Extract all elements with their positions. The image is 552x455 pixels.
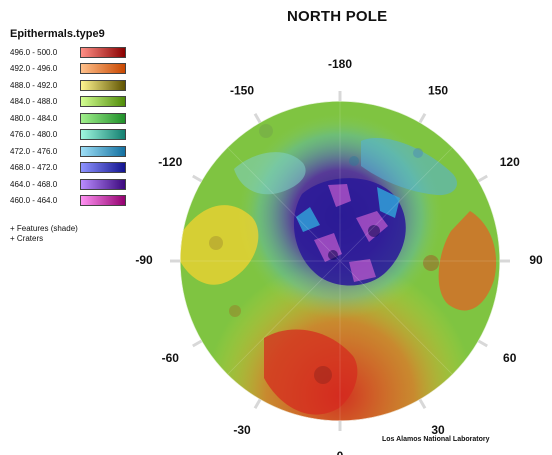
longitude-label: 150 (428, 83, 448, 97)
longitude-tick (192, 174, 203, 183)
legend-list: 496.0 - 500.0 492.0 - 496.0 488.0 - 492.0 4… (10, 44, 170, 209)
longitude-tick (418, 398, 427, 409)
legend-range-label: 496.0 - 500.0 (10, 47, 58, 57)
legend-swatch (80, 46, 126, 58)
legend: Epithermals.type9 496.0 - 500.0 492.0 - 4… (10, 28, 170, 244)
legend-row: 488.0 - 492.0 (10, 77, 170, 94)
legend-row: 472.0 - 476.0 (10, 143, 170, 160)
longitude-label: -180 (328, 57, 352, 71)
legend-notes: + Features (shade) + Craters (10, 224, 170, 244)
legend-swatch (80, 79, 126, 91)
longitude-label: -30 (233, 423, 251, 437)
legend-range-label: 484.0 - 488.0 (10, 97, 58, 107)
legend-swatch (80, 96, 126, 108)
legend-swatch (80, 195, 126, 207)
legend-swatch (80, 145, 126, 157)
legend-range-label: 464.0 - 468.0 (10, 179, 58, 189)
longitude-ticks (170, 91, 510, 431)
longitude-label: -60 (162, 351, 180, 365)
legend-range-label: 480.0 - 484.0 (10, 113, 58, 123)
longitude-tick (477, 339, 488, 348)
legend-note-features: + Features (shade) (10, 224, 78, 233)
longitude-label: 90 (529, 253, 543, 267)
legend-row: 492.0 - 496.0 (10, 61, 170, 78)
legend-range-label: 476.0 - 480.0 (10, 130, 58, 140)
legend-swatch (80, 162, 126, 174)
longitude-tick (253, 398, 262, 409)
north-pole-map: -180 150 120 90 60 30 0 -30 -60 -90 -120 -150 (135, 57, 543, 455)
legend-note-craters: + Craters (10, 234, 44, 243)
longitude-tick (418, 113, 427, 124)
longitude-label: 60 (503, 351, 517, 365)
page-title: NORTH POLE (287, 8, 388, 25)
legend-row: 496.0 - 500.0 (10, 44, 170, 61)
credit-text: Los Alamos National Laboratory (382, 436, 490, 443)
legend-swatch (80, 129, 126, 141)
legend-row: 476.0 - 480.0 (10, 127, 170, 144)
map-image (180, 101, 500, 421)
longitude-tick (192, 339, 203, 348)
longitude-label: -150 (230, 83, 254, 97)
longitude-label: -120 (158, 155, 182, 169)
legend-row: 480.0 - 484.0 (10, 110, 170, 127)
legend-range-label: 488.0 - 492.0 (10, 80, 58, 90)
longitude-label: -90 (135, 253, 153, 267)
legend-swatch (80, 178, 126, 190)
longitude-label: 0 (337, 449, 344, 455)
legend-row: 468.0 - 472.0 (10, 160, 170, 177)
legend-range-label: 472.0 - 476.0 (10, 146, 58, 156)
legend-range-label: 492.0 - 496.0 (10, 64, 58, 74)
legend-range-label: 460.0 - 464.0 (10, 196, 58, 206)
legend-swatch (80, 112, 126, 124)
legend-row: 484.0 - 488.0 (10, 94, 170, 111)
legend-range-label: 468.0 - 472.0 (10, 163, 58, 173)
legend-title: Epithermals.type9 (10, 28, 105, 40)
longitude-tick (253, 113, 262, 124)
longitude-label: 30 (431, 423, 445, 437)
legend-swatch (80, 63, 126, 75)
longitude-label: 120 (500, 155, 520, 169)
longitude-labels: -180 150 120 90 60 30 0 -30 -60 -90 -120 -150 (135, 57, 543, 455)
legend-row: 464.0 - 468.0 (10, 176, 170, 193)
legend-row: 460.0 - 464.0 (10, 193, 170, 210)
longitude-tick (477, 174, 488, 183)
